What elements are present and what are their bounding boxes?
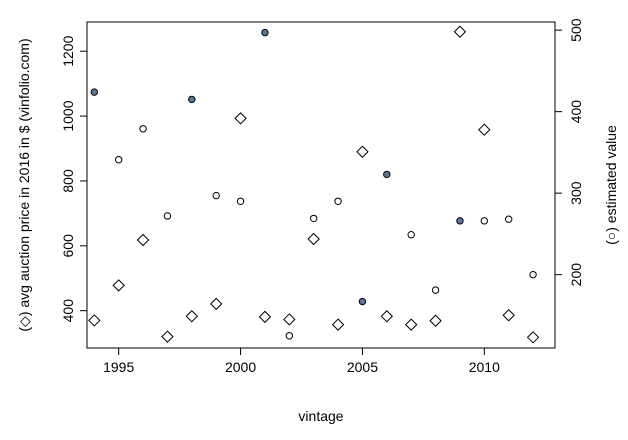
estimated-value-point bbox=[139, 125, 147, 133]
estimated-value-point bbox=[309, 214, 318, 223]
auction-price-point bbox=[112, 279, 125, 292]
estimated-value-point bbox=[504, 215, 513, 223]
auction-price-point bbox=[404, 318, 418, 331]
x-tick-label: 1995 bbox=[103, 359, 134, 375]
left-y-tick-label: 1000 bbox=[60, 100, 76, 131]
x-tick-label: 2000 bbox=[225, 359, 256, 375]
left-y-tick-label: 800 bbox=[60, 169, 76, 193]
left-y-tick-label: 600 bbox=[60, 234, 76, 258]
auction-price-point bbox=[526, 331, 540, 344]
right-y-tick-label: 500 bbox=[568, 18, 584, 42]
right-y-axis-label: (○) estimated value bbox=[603, 125, 619, 245]
auction-price-point bbox=[283, 313, 296, 326]
auction-price-point bbox=[209, 297, 223, 311]
auction-price-point bbox=[478, 123, 491, 136]
auction-price-point bbox=[258, 310, 272, 324]
estimated-value-point bbox=[383, 170, 391, 179]
auction-price-point bbox=[234, 112, 247, 125]
left-y-axis: 400 600 800 1000 1200 bbox=[60, 35, 87, 322]
estimated-value-point bbox=[163, 212, 172, 220]
estimated-value-point bbox=[334, 197, 342, 206]
x-axis: 1995 2000 2005 2010 bbox=[103, 348, 500, 375]
auction-price-point bbox=[331, 318, 345, 331]
x-axis-label: vintage bbox=[298, 408, 343, 424]
x-tick-label: 2005 bbox=[347, 359, 378, 375]
data-points bbox=[88, 25, 540, 344]
auction-price-point bbox=[161, 330, 174, 343]
plot-frame bbox=[86, 21, 556, 349]
auction-price-point bbox=[307, 232, 320, 246]
estimated-value-point bbox=[407, 231, 415, 239]
auction-price-point bbox=[502, 309, 515, 322]
auction-price-point bbox=[429, 314, 442, 327]
left-y-axis-label: (◇) avg auction price in 2016 in $ (vinf… bbox=[16, 38, 32, 331]
estimated-value-point bbox=[188, 95, 196, 104]
estimated-value-point bbox=[431, 286, 440, 294]
estimated-value-point bbox=[212, 191, 220, 200]
auction-price-point bbox=[453, 25, 467, 38]
estimated-value-point bbox=[236, 197, 245, 206]
x-tick-label: 2010 bbox=[469, 359, 500, 375]
estimated-value-point bbox=[456, 217, 464, 225]
estimated-value-point bbox=[529, 270, 537, 279]
auction-price-point bbox=[356, 145, 369, 158]
estimated-value-point bbox=[90, 88, 99, 96]
right-y-tick-label: 200 bbox=[568, 263, 584, 287]
auction-price-point bbox=[136, 233, 150, 247]
estimated-value-point bbox=[114, 156, 123, 164]
right-y-tick-label: 400 bbox=[568, 100, 584, 124]
estimated-value-point bbox=[358, 297, 367, 306]
estimated-value-point bbox=[285, 332, 294, 340]
auction-price-point bbox=[380, 310, 394, 323]
auction-price-point bbox=[88, 314, 101, 327]
left-y-tick-label: 400 bbox=[60, 299, 76, 323]
left-y-tick-label: 1200 bbox=[60, 35, 76, 66]
estimated-value-point bbox=[261, 28, 269, 37]
right-y-axis: 200 300 400 500 bbox=[555, 18, 584, 286]
right-y-tick-label: 300 bbox=[568, 181, 584, 205]
estimated-value-point bbox=[480, 217, 489, 225]
auction-price-point bbox=[185, 310, 199, 323]
